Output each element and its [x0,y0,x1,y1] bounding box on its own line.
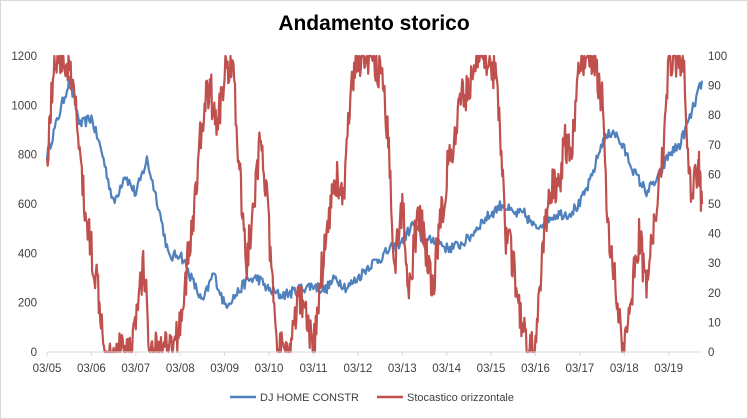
y-left-tick-label: 400 [18,248,37,260]
y-left-tick-label: 200 [18,298,37,310]
legend-label-dj-home-constr: DJ HOME CONSTR [260,392,359,404]
plot-area [45,54,704,354]
x-tick-label: 03/05 [33,363,62,375]
y-right-tick-label: 10 [708,317,721,329]
x-tick-label: 03/13 [388,363,417,375]
legend-label-stocastico-orizzontale: Stocastico orizzontale [407,392,514,404]
x-tick-label: 03/10 [255,363,284,375]
x-tick-label: 03/09 [210,363,239,375]
y-right-tick-label: 60 [708,169,721,181]
x-tick-label: 03/14 [432,363,461,375]
y-right-tick-label: 80 [708,110,721,122]
x-tick-label: 03/06 [77,363,106,375]
x-tick-label: 03/07 [121,363,150,375]
y-left-tick-label: 800 [18,150,37,162]
y-left-tick-label: 600 [18,199,37,211]
y-left-tick-label: 1000 [11,100,37,112]
x-tick-label: 03/17 [565,363,594,375]
series-line-stocastico-orizzontale [45,54,704,354]
x-tick-label: 03/19 [654,363,683,375]
y-right-tick-label: 30 [708,258,721,270]
legend: DJ HOME CONSTR Stocastico orizzontale [230,392,514,404]
y-right-tick-label: 0 [708,347,714,359]
x-tick-label: 03/18 [610,363,639,375]
chart-title: Andamento storico [278,12,470,35]
x-tick-label: 03/11 [299,363,327,375]
y-right-tick-label: 50 [708,199,721,211]
y-right-tick-label: 100 [708,51,727,63]
y-left-tick-label: 0 [31,347,37,359]
y-right-tick-label: 70 [708,140,721,152]
y-right-tick-label: 90 [708,81,721,93]
x-tick-label: 03/15 [477,363,506,375]
x-tick-label: 03/08 [166,363,195,375]
y-right-tick-label: 20 [708,288,721,300]
x-tick-label: 03/16 [521,363,550,375]
axes: 0 200 400 600 800 1000 1200 0 10 20 30 40 50 60 70 80 90… [11,51,727,375]
x-tick-label: 03/12 [343,363,372,375]
y-left-tick-label: 1200 [11,51,37,63]
series-line-dj-home-constr [45,75,704,309]
y-right-tick-label: 40 [708,229,721,241]
